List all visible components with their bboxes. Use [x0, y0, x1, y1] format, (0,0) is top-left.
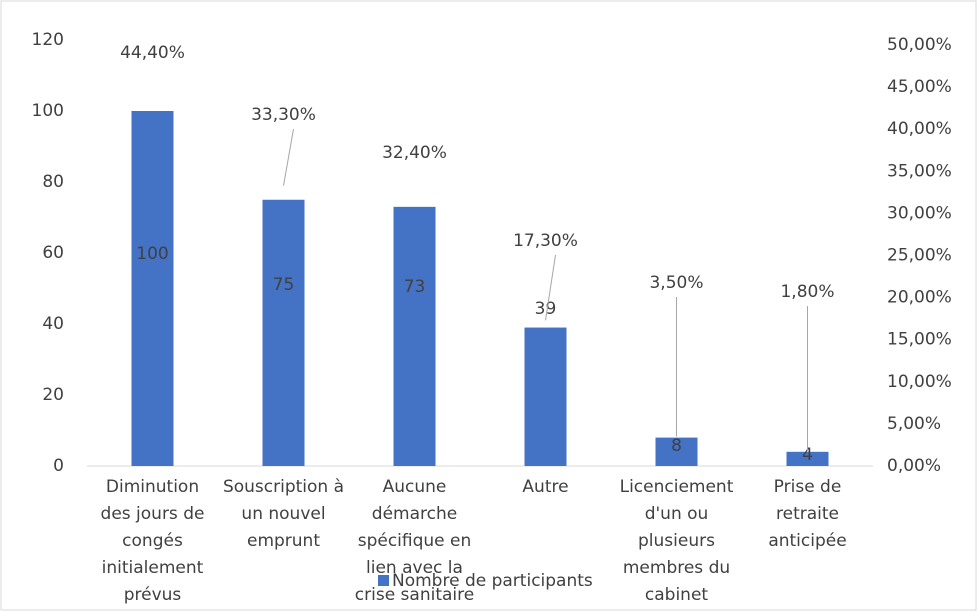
leader-line	[283, 128, 294, 186]
x-tick-label: Prise de retraite anticipée	[768, 477, 846, 551]
x-tick-label: Souscription à un nouvel emprunt	[223, 477, 344, 551]
bar-value-label: 8	[671, 436, 682, 456]
y2-tick-label: 45,00%	[887, 77, 952, 97]
percent-label: 33,30%	[251, 105, 316, 125]
legend-swatch	[378, 575, 389, 586]
bar	[655, 437, 698, 466]
y2-tick-label: 50,00%	[887, 35, 952, 55]
percent-label: 17,30%	[513, 231, 578, 251]
y-tick-label: 60	[42, 243, 64, 263]
bar	[131, 111, 174, 466]
bar-value-label: 100	[136, 244, 168, 264]
y2-tick-label: 35,00%	[887, 161, 952, 181]
y2-tick-label: 0,00%	[887, 456, 941, 476]
y-tick-label: 100	[32, 101, 64, 121]
y2-tick-label: 40,00%	[887, 119, 952, 139]
percent-label: 3,50%	[649, 273, 703, 293]
y2-tick-label: 25,00%	[887, 246, 952, 266]
y2-tick-label: 30,00%	[887, 203, 952, 223]
bar-value-label: 73	[404, 277, 426, 297]
x-tick-label: Autre	[522, 477, 568, 497]
y2-tick-label: 10,00%	[887, 372, 952, 392]
percent-label: 32,40%	[382, 143, 447, 163]
x-tick-label: Diminution des jours de congés initialement…	[101, 477, 205, 605]
y-tick-label: 0	[53, 456, 64, 476]
y2-tick-label: 15,00%	[887, 330, 952, 350]
bar-value-label: 39	[535, 299, 557, 319]
bar	[262, 199, 305, 466]
y-tick-label: 40	[42, 314, 64, 334]
bar	[786, 451, 829, 466]
y-tick-label: 120	[32, 30, 64, 50]
bar	[393, 206, 436, 466]
y-tick-label: 80	[42, 172, 64, 192]
bar-value-label: 75	[273, 275, 295, 295]
legend-label: Nombre de participants	[392, 571, 593, 591]
x-tick-label: Aucune démarche spécifique en lien avec la c…	[355, 477, 474, 605]
percent-label: 1,80%	[780, 282, 834, 302]
y2-tick-label: 5,00%	[887, 414, 941, 434]
percent-label: 44,40%	[120, 43, 185, 63]
y-tick-label: 20	[42, 385, 64, 405]
x-tick-label: Licenciement d'un ou plusieurs membres du ca…	[620, 477, 734, 605]
leader-line	[545, 254, 556, 321]
bar	[524, 327, 567, 466]
y2-tick-label: 20,00%	[887, 288, 952, 308]
bar-value-label: 4	[802, 445, 813, 465]
